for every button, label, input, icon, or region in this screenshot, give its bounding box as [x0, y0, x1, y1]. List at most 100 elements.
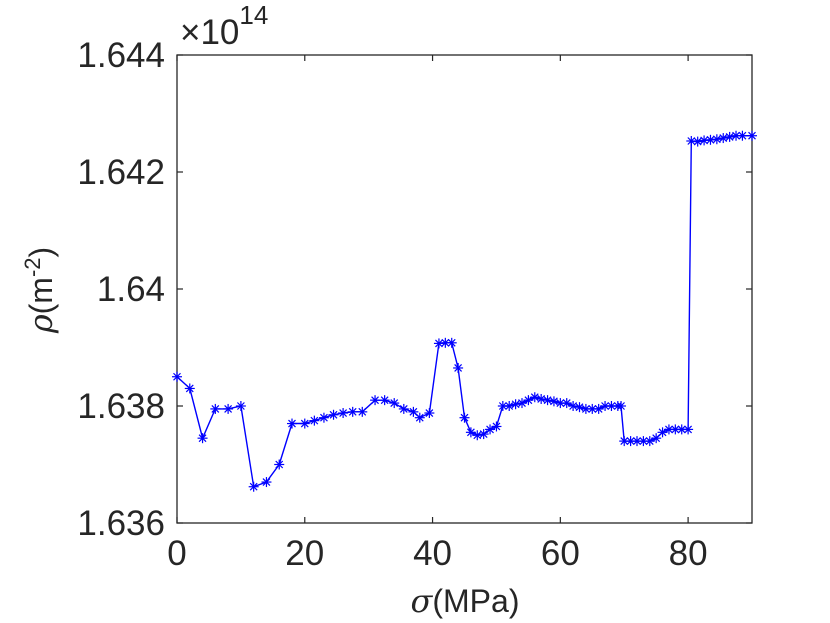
data-point-marker	[235, 401, 246, 411]
marker-stroke	[748, 131, 756, 140]
marker-stroke	[198, 434, 207, 443]
data-point-marker	[261, 477, 272, 488]
x-axis-label: σ(MPa)	[411, 582, 520, 620]
marker-stroke	[639, 437, 648, 446]
marker-stroke	[288, 419, 296, 428]
marker-stroke	[732, 131, 740, 140]
y-tick-label: 1.644	[77, 36, 165, 75]
data-point-marker	[504, 401, 515, 411]
marker-stroke	[447, 338, 456, 347]
marker-stroke	[607, 402, 616, 410]
y-tick-label: 1.638	[77, 387, 165, 426]
marker-stroke	[415, 413, 424, 422]
data-point-marker	[446, 337, 457, 348]
data-point-marker	[510, 399, 521, 410]
marker-stroke	[719, 134, 728, 142]
data-point-marker	[478, 429, 489, 440]
marker-stroke	[380, 396, 389, 405]
data-point-marker	[433, 338, 444, 349]
data-point-marker	[497, 401, 508, 411]
marker-stroke	[441, 338, 450, 347]
data-point-marker	[574, 402, 585, 413]
data-point-marker	[184, 383, 195, 394]
marker-stroke	[620, 437, 629, 446]
plot-area	[176, 54, 753, 524]
marker-stroke	[556, 399, 565, 407]
marker-stroke	[348, 407, 357, 416]
marker-stroke	[725, 132, 734, 141]
marker-stroke	[479, 430, 488, 439]
marker-stroke	[390, 399, 399, 407]
marker-stroke	[358, 407, 367, 416]
data-point-marker	[408, 406, 419, 417]
data-point-marker	[379, 395, 390, 406]
marker-stroke	[693, 137, 702, 146]
data-point-marker	[389, 398, 400, 409]
marker-stroke	[687, 137, 696, 145]
marker-stroke	[399, 405, 408, 413]
data-point-marker	[347, 406, 358, 417]
data-point-marker	[747, 130, 757, 141]
marker-stroke	[588, 405, 597, 413]
marker-stroke	[633, 437, 641, 446]
data-point-marker	[731, 130, 742, 141]
marker-stroke	[543, 396, 552, 405]
data-point-marker	[472, 430, 483, 441]
marker-stroke	[173, 372, 181, 381]
marker-stroke	[492, 422, 501, 431]
marker-stroke	[671, 425, 680, 434]
x-axis-ticks: 0 20 40 60 80	[167, 55, 708, 573]
y-axis-multiplier: ×1014	[180, 0, 268, 52]
y-tick-label: 1.642	[77, 153, 165, 192]
marker-stroke	[617, 402, 625, 410]
data-point-marker	[357, 406, 368, 417]
marker-stroke	[454, 364, 463, 372]
marker-stroke	[684, 425, 693, 434]
marker-stroke	[738, 131, 747, 140]
data-point-marker	[370, 395, 381, 406]
data-point-marker	[459, 412, 470, 423]
data-point-marker	[737, 130, 748, 141]
marker-stroke	[236, 402, 245, 410]
marker-stroke	[677, 425, 686, 434]
marker-stroke	[300, 419, 309, 428]
data-point-marker	[287, 418, 297, 429]
data-point-marker	[197, 433, 208, 444]
data-point-marker	[414, 412, 425, 423]
data-point-marker	[711, 134, 722, 145]
data-point-marker	[718, 133, 729, 144]
x-tick-label: 20	[285, 534, 324, 573]
data-point-marker	[453, 362, 464, 373]
marker-stroke	[511, 400, 520, 409]
marker-stroke	[575, 403, 584, 412]
marker-stroke	[211, 405, 220, 413]
y-axis-ticks: 1.636 1.638 1.64 1.642 1.644	[77, 36, 752, 543]
y-tick-label: 1.636	[77, 504, 165, 543]
marker-stroke	[626, 437, 635, 446]
marker-stroke	[652, 434, 661, 443]
marker-stroke	[339, 409, 348, 417]
marker-stroke	[466, 428, 475, 437]
marker-stroke	[498, 402, 507, 410]
marker-stroke	[329, 410, 338, 419]
data-point-marker	[555, 398, 566, 409]
x-tick-label: 60	[541, 534, 580, 573]
data-point-marker	[548, 396, 559, 407]
marker-stroke	[473, 431, 482, 440]
data-point-marker	[248, 481, 259, 492]
marker-stroke	[700, 136, 709, 145]
x-tick-label: 80	[669, 534, 708, 573]
data-point-marker	[536, 393, 547, 404]
data-point-marker	[568, 401, 579, 411]
marker-stroke	[550, 397, 558, 406]
marker-stroke	[224, 405, 233, 413]
marker-stroke	[371, 396, 379, 405]
marker-stroke	[665, 425, 673, 434]
marker-stroke	[185, 384, 194, 393]
marker-stroke	[581, 405, 590, 413]
plot-frame	[176, 54, 753, 524]
data-point-marker	[670, 424, 681, 435]
x-tick-label: 0	[167, 534, 186, 573]
marker-stroke	[460, 413, 469, 422]
marker-stroke	[435, 339, 443, 348]
